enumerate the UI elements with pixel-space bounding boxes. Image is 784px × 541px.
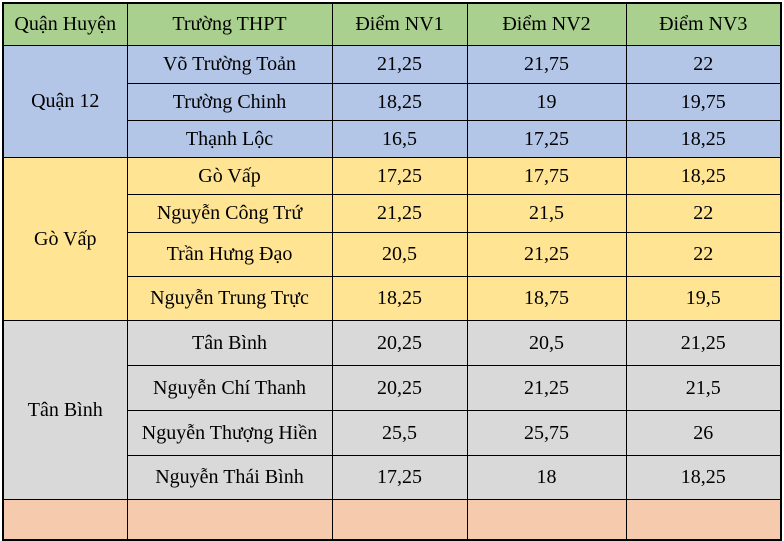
table-row: Trường Chinh 18,25 19 19,75 [3, 83, 782, 121]
header-nv1: Điểm NV1 [331, 2, 468, 46]
header-school: Trường THPT [126, 2, 333, 46]
score-nv2-cell: 19 [466, 83, 627, 121]
score-nv3-cell: 21,5 [625, 365, 782, 411]
header-nv2: Điểm NV2 [466, 2, 627, 46]
header-district: Quận Huyện [2, 2, 128, 46]
score-nv2-cell: 17,25 [466, 120, 627, 158]
score-nv2-cell: 21,25 [466, 232, 627, 277]
table-row: Trần Hưng Đạo 20,5 21,25 22 [3, 232, 782, 277]
score-nv3-cell: 22 [625, 45, 782, 84]
district-cell: Tân Bình [2, 320, 128, 500]
score-nv1-cell: 17,25 [331, 455, 468, 500]
table-row: Nguyễn Thái Bình 17,25 18 18,25 [3, 455, 782, 500]
score-nv1-cell: 18,25 [331, 276, 468, 321]
district-cell: Quận 12 [2, 45, 128, 158]
score-nv3-cell: 21,25 [625, 320, 782, 366]
school-cell [126, 499, 333, 540]
table-row: Nguyễn Chí Thanh 20,25 21,25 21,5 [3, 365, 782, 411]
table-row: Quận 12 Võ Trường Toản 21,25 21,75 22 [2, 45, 782, 158]
score-nv1-cell: 21,25 [331, 194, 468, 233]
score-nv3-cell: 18,25 [625, 157, 782, 195]
score-nv2-cell: 18,75 [466, 276, 627, 321]
score-nv2-cell: 21,25 [466, 365, 627, 411]
score-nv1-cell: 21,25 [331, 45, 468, 84]
school-cell: Thạnh Lộc [126, 120, 333, 158]
score-nv1-cell: 20,5 [331, 232, 468, 277]
score-nv2-cell: 25,75 [466, 410, 627, 456]
table-row: Nguyễn Công Trứ 21,25 21,5 22 [3, 194, 782, 233]
score-nv3-cell [625, 499, 782, 540]
score-nv1-cell: 20,25 [331, 365, 468, 411]
table-row: Nguyễn Trung Trực 18,25 18,75 19,5 [3, 276, 782, 321]
table-row: Nguyễn Thượng Hiền 25,5 25,75 26 [3, 410, 782, 456]
school-cell: Tân Bình [126, 320, 333, 366]
school-cell: Trần Hưng Đạo [126, 232, 333, 277]
score-nv2-cell [466, 499, 627, 540]
school-cell: Nguyễn Chí Thanh [126, 365, 333, 411]
score-nv3-cell: 22 [625, 232, 782, 277]
school-cell: Nguyễn Công Trứ [126, 194, 333, 233]
table-row: Gò Vấp Gò Vấp 17,25 17,75 18,25 [2, 157, 782, 321]
score-nv1-cell: 16,5 [331, 120, 468, 158]
score-nv1-cell [331, 499, 468, 540]
table-row: Thạnh Lộc 16,5 17,25 18,25 [3, 120, 782, 158]
score-nv2-cell: 21,75 [466, 45, 627, 84]
district-cell [2, 499, 128, 540]
school-cell: Trường Chinh [126, 83, 333, 121]
school-cell: Nguyễn Thái Bình [126, 455, 333, 500]
header-nv3: Điểm NV3 [625, 2, 782, 46]
school-cell: Võ Trường Toản [126, 45, 333, 84]
header-row: Quận Huyện Trường THPT Điểm NV1 Điểm NV2… [2, 2, 782, 46]
score-nv2-cell: 18 [466, 455, 627, 500]
score-nv2-cell: 20,5 [466, 320, 627, 366]
score-nv2-cell: 21,5 [466, 194, 627, 233]
table-row: Tân Bình Tân Bình 20,25 20,5 21,25 [2, 320, 782, 500]
score-nv3-cell: 22 [625, 194, 782, 233]
school-cell: Gò Vấp [126, 157, 333, 195]
score-nv3-cell: 19,75 [625, 83, 782, 121]
score-nv1-cell: 20,25 [331, 320, 468, 366]
score-nv3-cell: 26 [625, 410, 782, 456]
school-cell: Nguyễn Trung Trực [126, 276, 333, 321]
score-nv2-cell: 17,75 [466, 157, 627, 195]
district-cell: Gò Vấp [2, 157, 128, 321]
score-nv3-cell: 19,5 [625, 276, 782, 321]
score-nv1-cell: 25,5 [331, 410, 468, 456]
table-row [2, 499, 782, 540]
score-nv1-cell: 17,25 [331, 157, 468, 195]
table-body: Quận 12 Võ Trường Toản 21,25 21,75 22 Trường … [2, 45, 782, 540]
school-cell: Nguyễn Thượng Hiền [126, 410, 333, 456]
score-nv3-cell: 18,25 [625, 455, 782, 500]
score-nv1-cell: 18,25 [331, 83, 468, 121]
score-nv3-cell: 18,25 [625, 120, 782, 158]
